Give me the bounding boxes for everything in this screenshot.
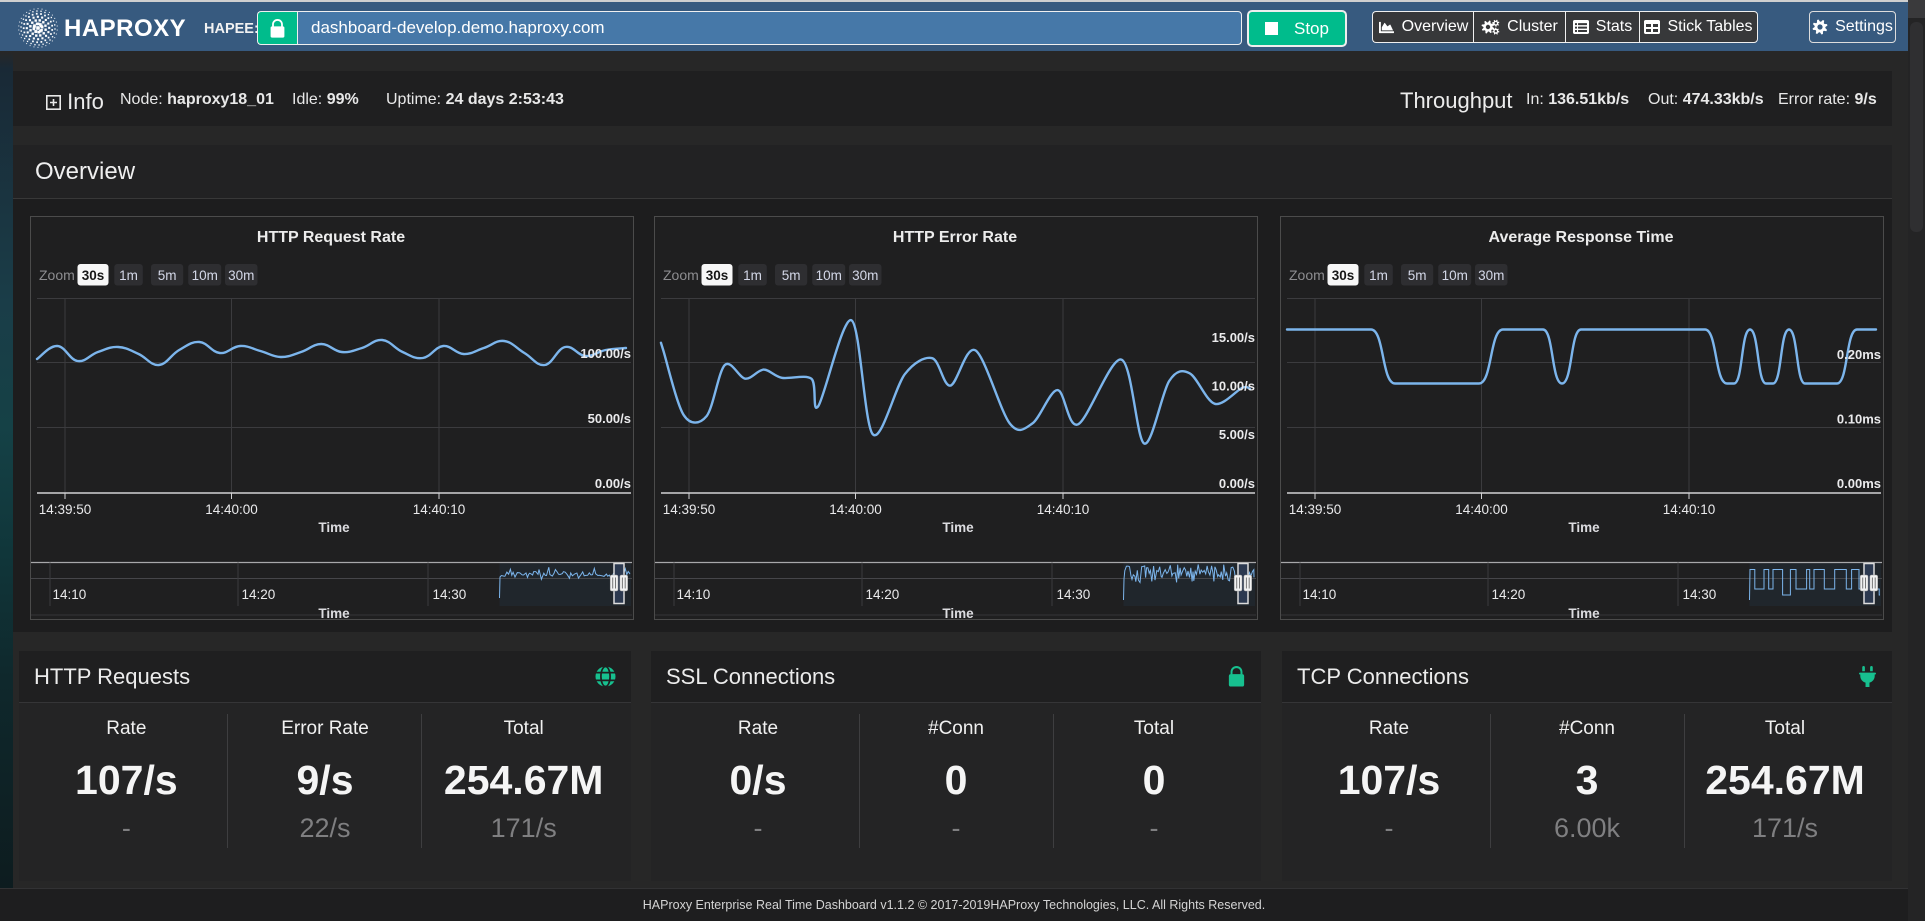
svg-text:Time: Time <box>1568 520 1600 535</box>
svg-text:Time: Time <box>318 520 350 535</box>
svg-text:14:39:50: 14:39:50 <box>663 502 716 517</box>
svg-text:Time: Time <box>942 606 974 619</box>
svg-text:14:20: 14:20 <box>866 587 900 602</box>
svg-text:1m: 1m <box>743 268 762 283</box>
svg-text:5m: 5m <box>782 268 801 283</box>
svg-text:14:40:00: 14:40:00 <box>1455 502 1508 517</box>
svg-text:Zoom: Zoom <box>1289 267 1325 283</box>
svg-text:Average Response Time: Average Response Time <box>1489 229 1674 246</box>
svg-text:100.00/s: 100.00/s <box>580 346 631 361</box>
svg-text:14:39:50: 14:39:50 <box>39 502 92 517</box>
svg-text:14:10: 14:10 <box>677 587 711 602</box>
svg-text:14:40:10: 14:40:10 <box>1037 502 1090 517</box>
svg-text:30s: 30s <box>706 268 729 283</box>
svg-text:Zoom: Zoom <box>663 267 699 283</box>
svg-text:30m: 30m <box>852 268 878 283</box>
svg-text:10m: 10m <box>192 268 218 283</box>
svg-text:14:10: 14:10 <box>1303 587 1337 602</box>
svg-text:5m: 5m <box>158 268 177 283</box>
svg-text:14:20: 14:20 <box>242 587 276 602</box>
svg-text:14:20: 14:20 <box>1492 587 1526 602</box>
svg-text:5.00/s: 5.00/s <box>1219 427 1255 442</box>
svg-text:1m: 1m <box>119 268 138 283</box>
svg-text:Time: Time <box>942 520 974 535</box>
svg-text:14:40:00: 14:40:00 <box>829 502 882 517</box>
svg-text:30s: 30s <box>1332 268 1355 283</box>
svg-text:15.00/s: 15.00/s <box>1212 330 1255 345</box>
svg-text:14:40:10: 14:40:10 <box>413 502 466 517</box>
svg-text:Time: Time <box>318 606 350 619</box>
svg-text:0.00/s: 0.00/s <box>1219 476 1255 491</box>
svg-text:0.10ms: 0.10ms <box>1837 412 1881 427</box>
svg-text:14:10: 14:10 <box>53 587 87 602</box>
svg-text:0.00ms: 0.00ms <box>1837 476 1881 491</box>
svg-text:10m: 10m <box>1442 268 1468 283</box>
svg-text:1m: 1m <box>1369 268 1388 283</box>
svg-text:5m: 5m <box>1408 268 1427 283</box>
svg-text:10m: 10m <box>816 268 842 283</box>
svg-text:10.00/s: 10.00/s <box>1212 379 1255 394</box>
svg-text:14:39:50: 14:39:50 <box>1289 502 1342 517</box>
svg-text:HTTP Request Rate: HTTP Request Rate <box>257 229 405 246</box>
svg-text:14:40:10: 14:40:10 <box>1663 502 1716 517</box>
svg-text:14:30: 14:30 <box>433 587 467 602</box>
svg-text:Zoom: Zoom <box>39 267 75 283</box>
svg-text:14:40:00: 14:40:00 <box>205 502 258 517</box>
svg-text:30m: 30m <box>228 268 254 283</box>
svg-text:HTTP Error Rate: HTTP Error Rate <box>893 229 1017 246</box>
svg-text:50.00/s: 50.00/s <box>588 411 631 426</box>
svg-text:Time: Time <box>1568 606 1600 619</box>
svg-text:0.20ms: 0.20ms <box>1837 347 1881 362</box>
svg-text:30s: 30s <box>82 268 105 283</box>
svg-text:14:30: 14:30 <box>1057 587 1091 602</box>
svg-text:14:30: 14:30 <box>1683 587 1717 602</box>
svg-text:0.00/s: 0.00/s <box>595 476 631 491</box>
svg-text:30m: 30m <box>1478 268 1504 283</box>
